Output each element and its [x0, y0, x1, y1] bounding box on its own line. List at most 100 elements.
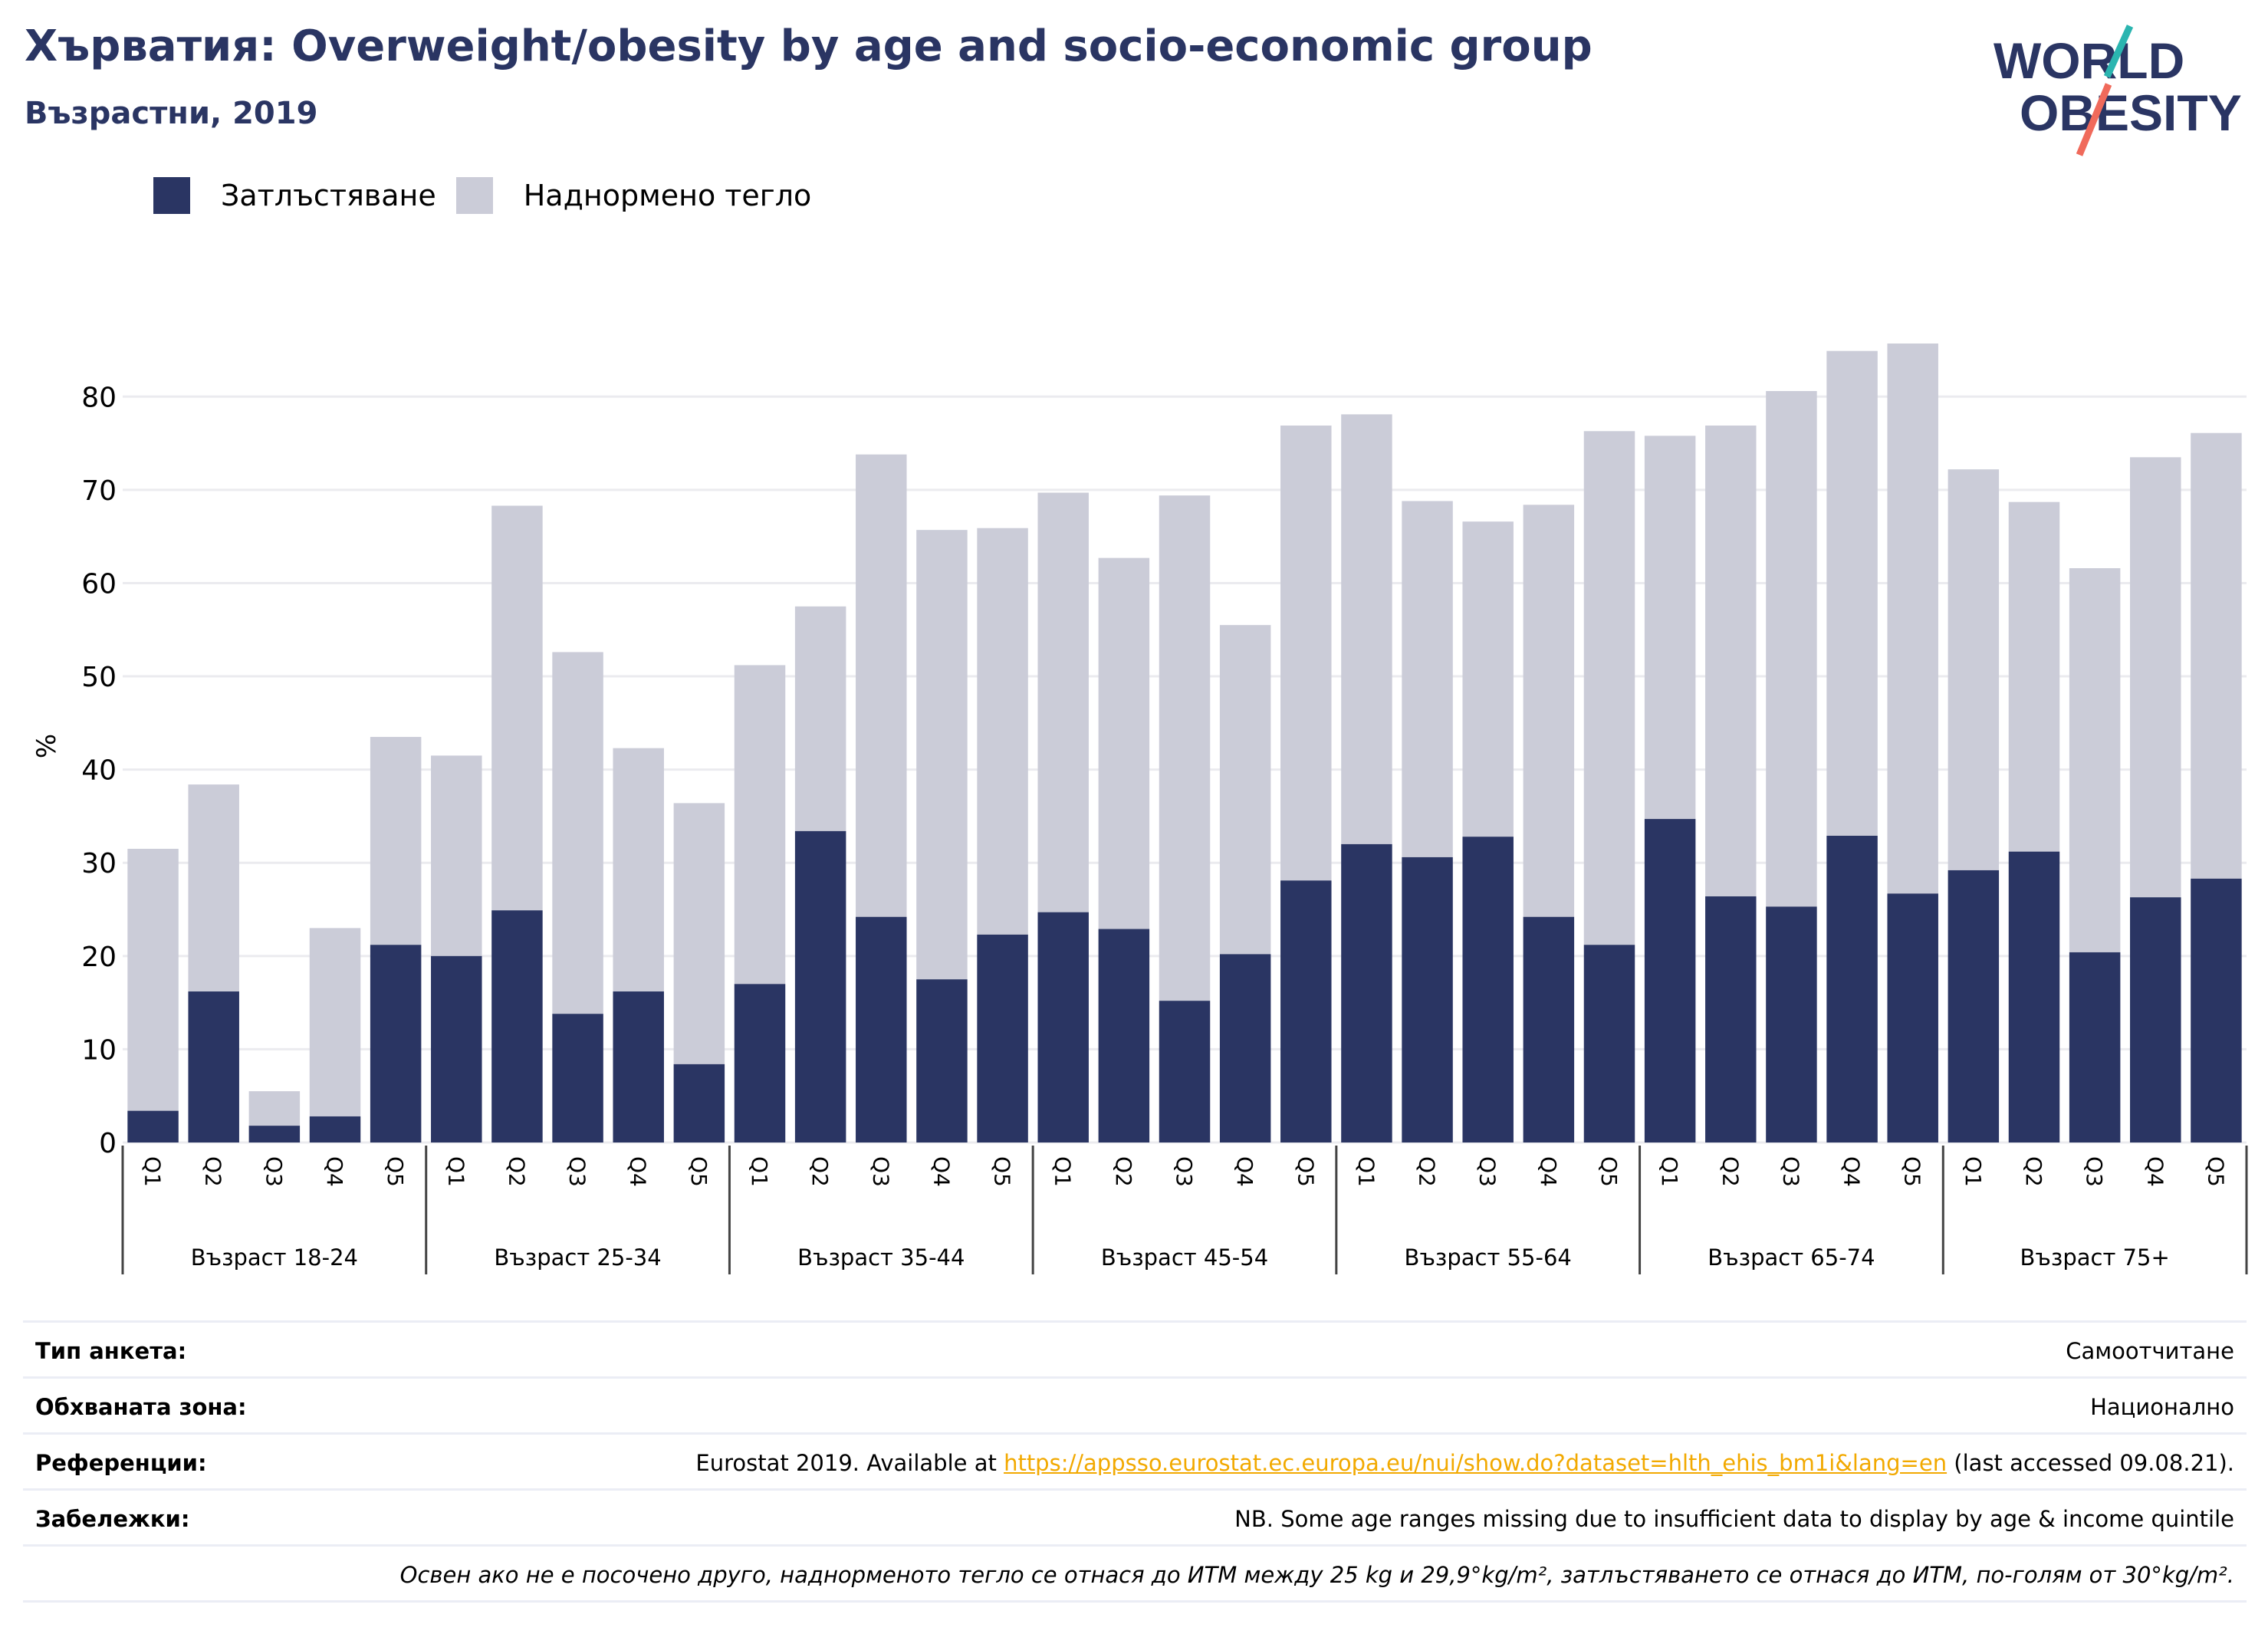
bar-overweight [1705, 425, 1757, 896]
bar-obesity [1341, 843, 1392, 1142]
bar-overweight [1583, 431, 1635, 945]
x-tick-label: Q3 [1778, 1156, 1803, 1187]
bar-overweight [1948, 469, 2000, 870]
y-tick-label: 20 [81, 942, 117, 973]
x-tick-label: Q2 [1111, 1156, 1136, 1187]
x-tick-label: Q1 [1657, 1156, 1682, 1187]
x-tick-label: Q3 [1172, 1156, 1197, 1187]
x-tick-label: Q5 [1900, 1156, 1925, 1187]
group-label: Възраст 18-24 [191, 1244, 358, 1271]
bar-overweight [2008, 501, 2060, 852]
bar-overweight [127, 848, 179, 1111]
bar-overweight [491, 505, 543, 911]
bar-obesity [248, 1126, 301, 1142]
bar-obesity [794, 830, 846, 1142]
bar-overweight [1644, 436, 1696, 820]
world-obesity-logo: WORLD OBESITY [1994, 25, 2242, 156]
bar-overweight [977, 528, 1028, 935]
y-tick-label: 80 [81, 382, 117, 413]
y-tick-label: 30 [81, 848, 117, 879]
bar-obesity [1402, 856, 1453, 1142]
y-tick-label: 70 [81, 475, 117, 507]
info-row-footnote: Освен ако не е посочено друго, наднормен… [23, 1544, 2247, 1603]
bar-obesity [188, 991, 239, 1142]
bar-obesity [1098, 929, 1150, 1142]
references-label: Референции: [35, 1450, 207, 1476]
legend-item-obesity: Затлъстяване [153, 177, 436, 214]
footnote: Освен ако не е посочено друго, наднормен… [399, 1562, 2234, 1588]
x-tick-label: Q5 [1596, 1156, 1622, 1187]
bar-overweight [552, 652, 603, 1014]
legend-swatch-overweight [455, 177, 493, 214]
bar-overweight [309, 928, 361, 1116]
info-row-survey: Тип анкета: Самоотчитане [23, 1320, 2247, 1376]
x-tick-label: Q4 [626, 1156, 651, 1187]
notes-label: Забележки: [35, 1506, 190, 1532]
bar-overweight [1159, 495, 1211, 1001]
group-label: Възраст 25-34 [494, 1244, 661, 1271]
x-tick-label: Q2 [201, 1156, 226, 1187]
legend-label-overweight: Наднормено тегло [523, 179, 812, 212]
legend: Затлъстяване Наднормено тегло [153, 176, 831, 215]
bar-overweight [248, 1091, 301, 1126]
bar-obesity [1462, 837, 1514, 1142]
x-tick-label: Q2 [504, 1156, 529, 1187]
bar-overweight [916, 530, 968, 980]
x-tick-label: Q3 [868, 1156, 893, 1187]
references-prefix: Eurostat 2019. Available at [695, 1450, 1004, 1476]
bar-obesity [856, 916, 907, 1142]
x-tick-label: Q2 [1717, 1156, 1743, 1187]
bar-obesity [1523, 916, 1575, 1142]
y-tick-label: 50 [81, 662, 117, 693]
y-tick-label: 0 [99, 1128, 117, 1159]
bar-obesity [613, 991, 664, 1142]
bar-overweight [2130, 457, 2181, 898]
references-link[interactable]: https://appsso.eurostat.ec.europa.eu/nui… [1004, 1450, 1948, 1476]
survey-value: Самоотчитане [2066, 1338, 2234, 1364]
y-tick-label: 40 [81, 755, 117, 787]
logo-slash-teal [2103, 25, 2134, 78]
bar-overweight [856, 454, 907, 917]
bar-overweight [1280, 425, 1332, 881]
chart-title: Хърватия: Overweight/obesity by age and … [25, 21, 1593, 71]
bar-overweight [370, 737, 422, 945]
bar-overweight [1766, 390, 1817, 907]
x-tick-label: Q1 [1353, 1156, 1379, 1187]
bar-overweight [734, 665, 786, 985]
bar-overweight [1462, 521, 1514, 837]
x-tick-label: Q5 [383, 1156, 408, 1187]
x-tick-label: Q2 [807, 1156, 833, 1187]
y-tick-label: 10 [81, 1034, 117, 1066]
x-tick-label: Q5 [1293, 1156, 1318, 1187]
stacked-bar-chart: 0 10 20 30 40 50 60 70 80% Q1 Q2 Q3 Q4 Q5 Q1 Q2 Q3 Q4 Q5 Q1… [31, 343, 2248, 1274]
x-tick-label: Q4 [2142, 1156, 2168, 1187]
x-tick-label: Q4 [929, 1156, 954, 1187]
bar-obesity [2191, 878, 2242, 1142]
bar-overweight [613, 748, 664, 992]
bar-obesity [1219, 954, 1271, 1142]
bar-overweight [673, 803, 725, 1064]
references-suffix: (last accessed 09.08.21). [1947, 1450, 2234, 1476]
bar-obesity [916, 979, 968, 1142]
bar-obesity [1037, 912, 1089, 1142]
survey-label: Тип анкета: [35, 1338, 187, 1364]
group-label: Възраст 55-64 [1405, 1244, 1572, 1271]
bar-obesity [431, 955, 482, 1142]
bar-overweight [1826, 350, 1878, 836]
x-tick-label: Q4 [1839, 1156, 1865, 1187]
x-tick-label: Q1 [443, 1156, 468, 1187]
x-tick-label: Q5 [990, 1156, 1015, 1187]
bar-obesity [1159, 1001, 1211, 1142]
y-tick-label: 60 [81, 568, 117, 600]
x-tick-label: Q5 [2203, 1156, 2228, 1187]
bar-overweight [431, 755, 482, 956]
group-label: Възраст 35-44 [797, 1244, 965, 1271]
references-value: Eurostat 2019. Available at https://apps… [695, 1450, 2234, 1476]
notes-value: NB. Some age ranges missing due to insuf… [1234, 1506, 2234, 1532]
bar-obesity [2069, 952, 2121, 1142]
bar-obesity [1705, 896, 1757, 1142]
legend-label-obesity: Затлъстяване [221, 179, 436, 212]
x-tick-label: Q3 [2082, 1156, 2107, 1187]
group-label: Възраст 65-74 [1708, 1244, 1875, 1271]
logo-slash-coral [2076, 83, 2112, 156]
